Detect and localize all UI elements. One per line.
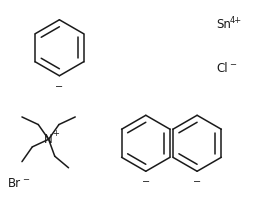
Text: −: − — [193, 177, 201, 187]
Text: −: − — [142, 177, 150, 187]
Text: Cl: Cl — [216, 62, 228, 75]
Text: +: + — [52, 129, 59, 138]
Text: Br: Br — [8, 177, 21, 190]
Text: Sn: Sn — [216, 18, 231, 31]
Text: N: N — [44, 133, 53, 146]
Text: −: − — [229, 60, 236, 69]
Text: −: − — [55, 82, 63, 92]
Text: −: − — [22, 175, 29, 184]
Text: 4+: 4+ — [230, 16, 242, 25]
